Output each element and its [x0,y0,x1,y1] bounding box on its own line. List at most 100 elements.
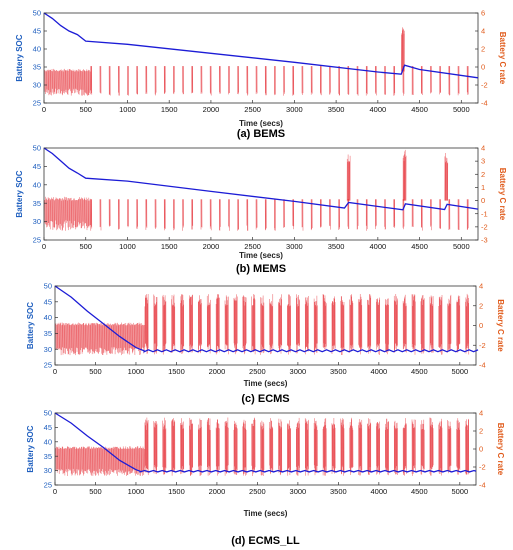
y-left-tick-label: 35 [44,452,52,461]
x-tick-label: 3000 [286,242,303,251]
x-tick-label: 4500 [411,242,428,251]
y-left-axis-label: Battery SOC [26,425,35,472]
y-left-tick-label: 30 [44,466,52,475]
c-rate-series [44,27,469,96]
x-tick-label: 5000 [453,105,470,114]
x-tick-label: 1500 [161,242,178,251]
y-right-tick-label: 1 [481,183,485,192]
y-right-tick-label: 0 [481,63,485,72]
x-tick-label: 5000 [453,242,470,251]
x-axis-label: Time (secs) [244,379,288,388]
x-axis-label: Time (secs) [244,509,288,518]
x-tick-label: 500 [79,242,92,251]
x-tick-label: 2000 [209,367,226,376]
x-tick-label: 4500 [411,105,428,114]
y-right-axis-label: Battery C rate [498,168,507,221]
soc-series [43,12,479,79]
x-tick-label: 2000 [203,105,220,114]
chart-panel-4: 0 500 1000 1500 2000 2500 3000 3500 4000 4500 5000… [26,409,505,547]
x-tick-label: 500 [89,367,102,376]
x-tick-label: 5000 [451,367,468,376]
x-tick-label: 3000 [286,105,303,114]
plot-area [43,147,479,241]
y-right-axis-label: Battery C rate [496,423,505,476]
x-axis-label: Time (secs) [239,251,283,260]
y-left-tick-label: 30 [44,345,52,354]
x-tick-label: 4500 [411,367,428,376]
x-tick-label: 4500 [411,487,428,496]
y-right-tick-label: 2 [481,45,485,54]
y-right-axis-label: Battery C rate [498,32,507,85]
y-right-tick-label: -2 [479,463,486,472]
x-tick-label: 4000 [370,105,387,114]
x-tick-label: 3500 [328,105,345,114]
x-tick-label: 3500 [330,367,347,376]
y-left-tick-label: 40 [44,437,52,446]
x-tick-label: 0 [42,105,46,114]
y-right-tick-label: 4 [481,144,485,153]
x-tick-label: 2000 [203,242,220,251]
x-tick-label: 4000 [371,487,388,496]
y-left-tick-label: 40 [33,180,41,189]
x-tick-label: 2500 [249,367,266,376]
x-axis-label: Time (secs) [239,119,283,128]
y-right-tick-label: -2 [481,81,488,90]
y-right-tick-label: 2 [479,301,483,310]
y-right-tick-label: -3 [481,236,488,245]
panel-caption: (a) BEMS [237,128,285,140]
x-tick-label: 4000 [371,367,388,376]
x-tick-label: 1000 [128,487,145,496]
y-left-tick-label: 50 [44,409,52,418]
y-right-tick-label: 0 [479,321,483,330]
c-rate-series [44,149,469,231]
y-left-tick-label: 50 [44,282,52,291]
y-left-tick-label: 40 [44,313,52,322]
x-tick-label: 2500 [244,105,261,114]
x-tick-label: 3000 [290,487,307,496]
x-tick-label: 4000 [370,242,387,251]
y-left-tick-label: 45 [44,297,52,306]
chart-panel-2: 0 500 1000 1500 2000 2500 3000 3500 4000 4500 5000… [15,144,507,275]
y-right-tick-label: 4 [479,282,483,291]
y-left-tick-label: 25 [33,236,41,245]
x-tick-label: 3500 [328,242,345,251]
c-rate-series [55,417,470,477]
x-tick-label: 3500 [330,487,347,496]
y-left-tick-label: 25 [33,99,41,108]
y-right-tick-label: -2 [481,222,488,231]
x-tick-label: 1000 [119,242,136,251]
x-tick-label: 5000 [451,487,468,496]
x-tick-label: 500 [89,487,102,496]
y-left-tick-label: 40 [33,45,41,54]
y-right-tick-label: -1 [481,209,488,218]
y-left-tick-label: 45 [33,162,41,171]
x-tick-label: 500 [79,105,92,114]
plot-area [43,12,479,104]
x-tick-label: 0 [53,367,57,376]
y-right-tick-label: 4 [479,409,483,418]
chart-panel-1: 0 500 1000 1500 2000 2500 3000 3500 4000 4500 5000… [15,9,507,140]
panel-caption: (d) ECMS_LL [231,535,300,547]
x-tick-label: 1000 [119,105,136,114]
y-right-tick-label: 6 [481,9,485,18]
y-right-tick-label: 3 [481,157,485,166]
x-tick-label: 0 [53,487,57,496]
x-tick-label: 2500 [244,242,261,251]
panel-caption: (b) MEMS [236,263,286,275]
x-tick-label: 1000 [128,367,145,376]
panel-caption: (c) ECMS [241,393,289,405]
soc-series [43,147,479,211]
y-right-tick-label: 2 [479,427,483,436]
y-left-tick-label: 30 [33,81,41,90]
y-left-axis-label: Battery SOC [15,34,24,81]
y-right-tick-label: -4 [479,481,486,490]
y-left-tick-label: 35 [44,329,52,338]
y-left-tick-label: 25 [44,481,52,490]
y-left-tick-label: 45 [33,27,41,36]
x-tick-label: 3000 [290,367,307,376]
soc-series [54,412,477,473]
x-tick-label: 2500 [249,487,266,496]
y-right-tick-label: 4 [481,27,485,36]
y-left-tick-label: 50 [33,9,41,18]
